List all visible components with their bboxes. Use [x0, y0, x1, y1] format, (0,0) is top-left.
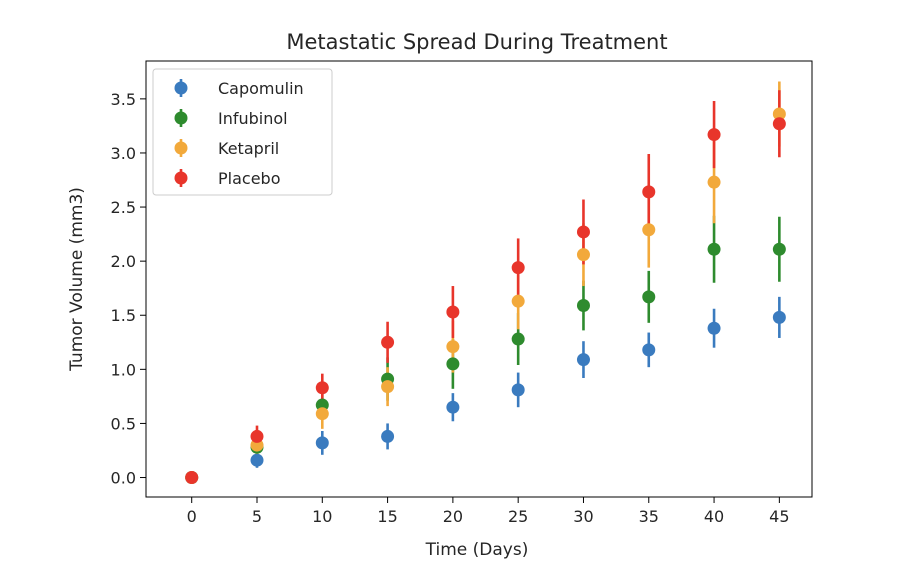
legend: Capomulin Infubinol Ketapril Placebo	[152, 68, 333, 196]
data-point-placebo	[250, 429, 264, 443]
legend-marker-infubinol	[174, 111, 188, 125]
x-tick-label: 0	[187, 507, 197, 526]
data-point-infubinol	[707, 242, 721, 256]
x-tick-label: 40	[704, 507, 724, 526]
legend-label-ketapril: Ketapril	[218, 139, 279, 158]
legend-label-capomulin: Capomulin	[218, 79, 304, 98]
data-point-infubinol	[642, 290, 656, 304]
y-axis-label: Tumor Volume (mm3)	[67, 187, 87, 372]
data-point-placebo	[576, 225, 590, 239]
x-tick-label: 5	[252, 507, 262, 526]
data-point-ketapril	[511, 294, 525, 308]
x-tick-label: 30	[573, 507, 593, 526]
data-point-placebo	[381, 335, 395, 349]
y-tick-label: 1.5	[111, 306, 136, 325]
data-point-placebo	[446, 305, 460, 319]
y-tick-label: 2.0	[111, 252, 136, 271]
data-point-capomulin	[446, 400, 460, 414]
x-tick-label: 10	[312, 507, 332, 526]
data-point-capomulin	[381, 429, 395, 443]
data-point-capomulin	[315, 436, 329, 450]
x-tick-label: 25	[508, 507, 528, 526]
data-point-ketapril	[642, 223, 656, 237]
data-point-ketapril	[315, 407, 329, 421]
data-point-placebo	[315, 381, 329, 395]
x-tick-label: 35	[639, 507, 659, 526]
y-tick-label: 3.0	[111, 144, 136, 163]
data-point-capomulin	[772, 310, 786, 324]
data-point-ketapril	[707, 175, 721, 189]
data-point-ketapril	[576, 248, 590, 262]
data-point-infubinol	[576, 299, 590, 313]
legend-label-infubinol: Infubinol	[218, 109, 288, 128]
data-point-placebo	[772, 117, 786, 131]
data-point-capomulin	[576, 353, 590, 367]
data-point-ketapril	[446, 340, 460, 354]
plot-frame	[145, 60, 813, 498]
legend-marker-capomulin	[174, 81, 188, 95]
data-point-placebo	[185, 471, 199, 485]
y-tick-label: 3.5	[111, 90, 136, 109]
y-tick-label: 1.0	[111, 360, 136, 379]
x-tick-label: 45	[769, 507, 789, 526]
data-point-capomulin	[707, 321, 721, 335]
points-layer	[185, 107, 786, 485]
data-point-placebo	[707, 128, 721, 142]
x-tick-label: 20	[443, 507, 463, 526]
data-point-placebo	[642, 185, 656, 199]
x-tick-label: 15	[377, 507, 397, 526]
data-point-infubinol	[446, 357, 460, 371]
y-tick-label: 0.5	[111, 414, 136, 433]
x-axis-ticks: 0 5 10 15 20 25 30 35 40 45	[187, 497, 790, 526]
data-point-ketapril	[381, 380, 395, 394]
x-axis-label: Time (Days)	[425, 540, 529, 560]
legend-label-placebo: Placebo	[218, 169, 280, 188]
y-axis-ticks: 0.0 0.5 1.0 1.5 2.0 2.5 3.0 3.5	[111, 90, 146, 488]
data-point-infubinol	[772, 242, 786, 256]
y-tick-label: 0.0	[111, 469, 136, 488]
data-point-capomulin	[250, 453, 264, 467]
chart-title: Metastatic Spread During Treatment	[286, 30, 667, 54]
data-point-placebo	[511, 261, 525, 275]
y-tick-label: 2.5	[111, 198, 136, 217]
data-point-infubinol	[511, 332, 525, 346]
legend-marker-ketapril	[174, 141, 188, 155]
data-point-ketapril	[772, 107, 786, 121]
data-point-capomulin	[642, 343, 656, 357]
legend-marker-placebo	[174, 171, 188, 185]
data-point-capomulin	[511, 383, 525, 397]
legend-box	[152, 68, 333, 196]
